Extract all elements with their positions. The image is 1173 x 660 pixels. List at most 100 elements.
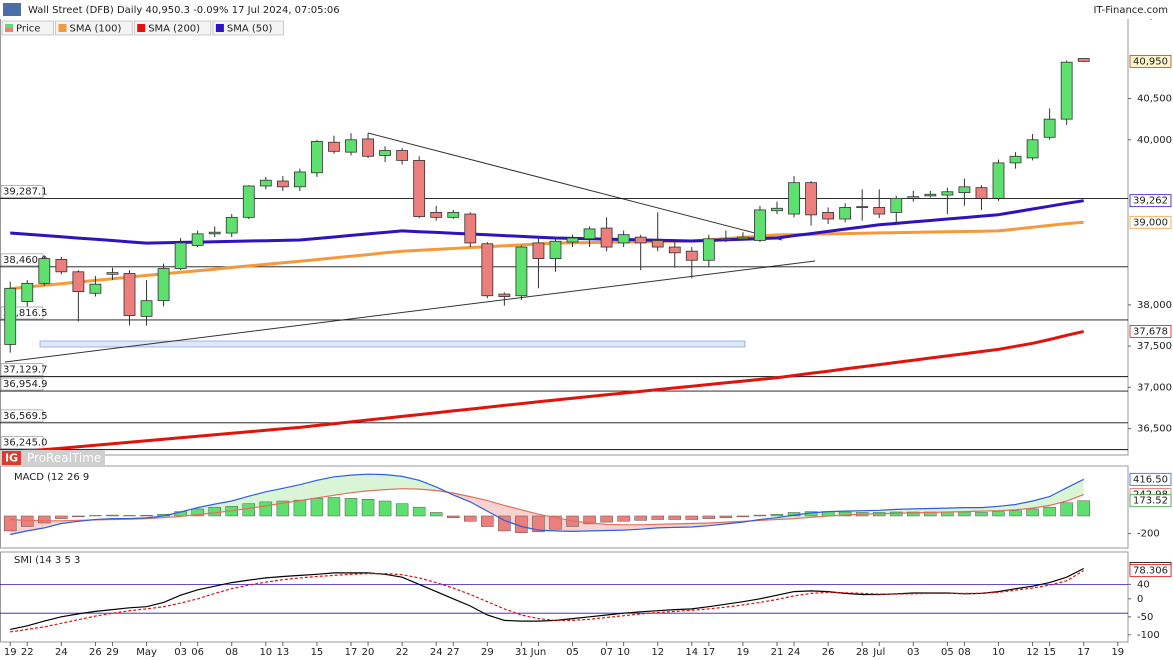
value-label: 416.50 <box>1133 474 1168 485</box>
level-label: 36,569.5 <box>3 411 48 422</box>
legend-swatch <box>137 24 146 32</box>
x-tick-label: 10 <box>992 647 1005 658</box>
candle-body <box>805 182 817 216</box>
macd-fill <box>282 484 300 504</box>
macd-bar <box>838 511 852 517</box>
y-tick-label: 0 <box>1137 594 1143 605</box>
macd-fill <box>606 524 624 531</box>
y-tick-label: 37,000 <box>1137 382 1172 393</box>
candle-body <box>345 139 357 153</box>
candle-body <box>839 207 852 220</box>
candle-body <box>430 211 443 218</box>
x-tick-label: 12 <box>651 647 664 658</box>
macd-bar <box>702 515 716 519</box>
candle-body <box>1043 118 1056 138</box>
candle-body <box>4 287 17 345</box>
candle-body <box>208 231 221 235</box>
value-label-box <box>1129 324 1172 338</box>
x-tick-label: Jun <box>530 647 547 658</box>
smi-panel <box>0 551 1129 643</box>
level-label-box <box>0 363 44 376</box>
y-tick-label: 36,500 <box>1137 424 1172 435</box>
sma-line <box>10 329 1085 455</box>
source: IT-Finance.com <box>1093 5 1168 16</box>
x-tick-label: 26 <box>822 647 835 658</box>
candle-body <box>276 180 289 188</box>
macd-bar <box>958 511 971 517</box>
x-tick-label: 19 <box>4 647 17 658</box>
macd-fill <box>316 476 334 498</box>
level-label: 36,954.9 <box>3 379 48 390</box>
candle-body <box>617 234 630 244</box>
candle-body <box>362 138 374 157</box>
candle-body <box>242 185 255 218</box>
x-tick-label: 19 <box>1111 647 1124 658</box>
macd-bar <box>975 512 988 517</box>
candle-body <box>38 258 51 284</box>
candle-body <box>737 236 749 240</box>
legend-label: SMA (50) <box>227 24 273 35</box>
legend-label: SMA (200) <box>148 24 200 35</box>
x-tick-label: 22 <box>396 647 409 658</box>
value-label-box <box>1129 494 1172 508</box>
macd-fill <box>368 474 386 491</box>
candle-body <box>140 300 153 317</box>
candle-body <box>174 242 187 269</box>
macd-fill <box>947 507 965 512</box>
value-label: 40,950 <box>1133 56 1168 67</box>
macd-line <box>10 473 1084 536</box>
candle-body <box>21 282 34 302</box>
macd-bar <box>395 503 409 517</box>
logo-mark: IG <box>5 452 18 465</box>
macd-bar <box>651 515 664 520</box>
candle-body <box>907 196 920 199</box>
y-tick-label: -50 <box>1137 612 1153 623</box>
macd-bar <box>72 515 85 518</box>
marks: 41,50040,50040,00038,00037,50037,00036,5… <box>0 11 1172 658</box>
candle-body <box>549 240 562 260</box>
candle-body <box>106 272 119 275</box>
candle-body <box>293 171 306 188</box>
value-label-box <box>1129 472 1172 486</box>
x-tick-label: 12 <box>1026 647 1039 658</box>
y-tick-label: 40 <box>1137 579 1150 590</box>
x-tick-label: 13 <box>276 647 289 658</box>
macd-bar <box>481 515 494 527</box>
x-tick-label: 26 <box>89 647 102 658</box>
macd-bar <box>327 497 341 517</box>
x-tick-label: 24 <box>430 647 443 658</box>
macd-bar <box>293 499 307 517</box>
value-label: 39,000 <box>1133 217 1168 228</box>
macd-bar <box>310 498 324 517</box>
y-tick-label: 38,000 <box>1137 300 1172 311</box>
candle-body <box>225 216 238 234</box>
candle-body <box>941 191 954 196</box>
x-tick-label: 10 <box>259 647 272 658</box>
candle-body <box>856 206 869 209</box>
macd-bar <box>140 515 153 517</box>
macd-bar <box>617 515 630 522</box>
candle-body <box>379 150 391 156</box>
macd-fill <box>623 524 641 531</box>
macd-bar <box>412 506 426 517</box>
candle-body <box>328 141 340 152</box>
macd-fill <box>470 496 488 512</box>
x-tick-label: 31 <box>515 647 528 658</box>
legend: Price SMA (100) SMA (200) SMA (50) <box>1 20 284 36</box>
macd-fill <box>419 480 437 491</box>
macd-fill <box>299 480 317 501</box>
candle-body <box>771 207 783 212</box>
chart-title: Wall Street (DFB) Daily 40,950.3 -0.09% … <box>28 5 340 16</box>
macd-bar <box>21 515 34 527</box>
trend-line <box>4 260 816 363</box>
logo-text: ProRealTime <box>27 451 101 465</box>
macd-bar <box>736 515 750 518</box>
candle-body <box>958 186 971 193</box>
level-label: 37,129.7 <box>3 365 48 376</box>
candle-body <box>890 197 903 213</box>
y-tick-label: -200 <box>1137 529 1160 540</box>
candle-body <box>634 236 647 244</box>
candle-body <box>975 187 988 199</box>
macd-bar <box>685 515 699 520</box>
